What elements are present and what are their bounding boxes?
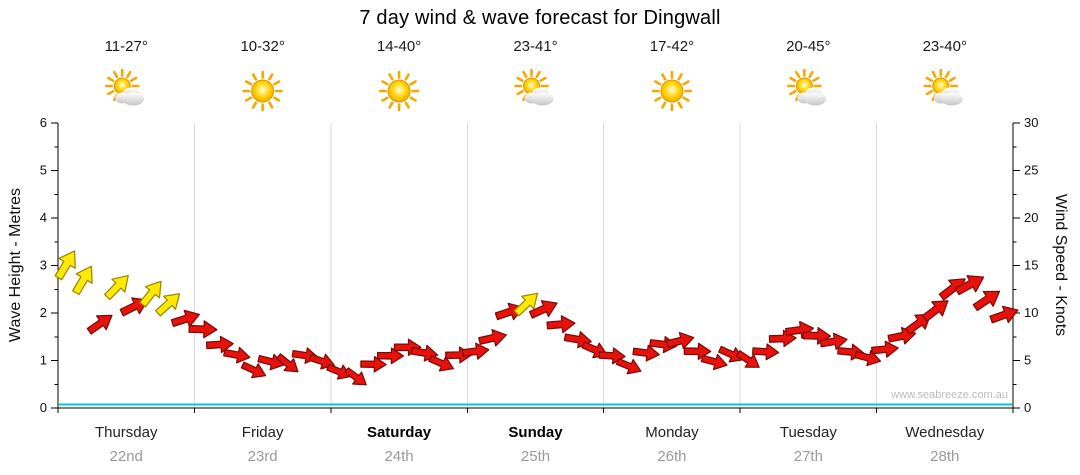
wind-arrow-red — [752, 343, 780, 361]
day-name-label: Saturday — [366, 424, 432, 441]
knots-tick-label: 0 — [1024, 400, 1031, 415]
temperature-range: 17-42° — [649, 38, 695, 55]
wind-arrow-red — [954, 275, 985, 296]
day-date-label: 27th — [793, 448, 823, 465]
watermark: www.seabreeze.com.au — [891, 389, 1008, 401]
wind-arrow-red — [428, 354, 454, 372]
wind-arrow-red — [240, 361, 267, 379]
day-date-label: 23rd — [247, 448, 278, 465]
knots-tick-label: 20 — [1024, 210, 1038, 225]
wind-arrow-red — [665, 331, 695, 350]
wave-tick-label: 5 — [40, 163, 47, 178]
temperature-range: 10-32° — [240, 38, 285, 55]
wind-arrow-yellow — [139, 280, 162, 308]
wind-arrow-red — [921, 300, 949, 322]
wind-arrow-red — [989, 305, 1019, 324]
wind-arrow-yellow — [72, 265, 93, 296]
wind-arrow-red — [205, 335, 234, 354]
sun-icon — [651, 70, 693, 112]
wind-arrow-red — [478, 329, 507, 347]
temperature-range: 20-45° — [786, 38, 831, 55]
temperature-range: 23-41° — [513, 38, 558, 55]
wind-arrow-red — [871, 340, 899, 358]
wind-arrow-red — [461, 342, 490, 360]
wind-arrow-red — [170, 309, 200, 328]
chart-title: 7 day wind & wave forecast for Dingwall — [359, 7, 721, 29]
sun-cloud-icon — [104, 68, 145, 106]
wave-tick-label: 3 — [40, 258, 47, 273]
wind-arrow-yellow — [103, 274, 129, 301]
wind-arrow-red — [718, 345, 744, 363]
wave-tick-label: 0 — [40, 400, 47, 415]
wind-arrow-red — [344, 367, 367, 386]
wind-arrow-red — [700, 353, 728, 371]
knots-tick-label: 10 — [1024, 305, 1038, 320]
wave-tick-label: 4 — [40, 210, 47, 225]
knots-tick-label: 25 — [1024, 163, 1038, 178]
wind-arrow-red — [905, 313, 932, 335]
day-name-label: Sunday — [508, 424, 563, 441]
wind-arrow-yellow — [513, 292, 539, 317]
wind-arrow-red — [326, 363, 352, 380]
temperature-range: 14-40° — [376, 38, 422, 55]
knots-tick-label: 30 — [1024, 115, 1038, 130]
wind-arrow-yellow — [155, 293, 181, 317]
wind-arrow-red — [819, 332, 848, 350]
day-name-label: Friday — [241, 424, 284, 441]
wind-arrow-red — [546, 315, 576, 334]
wind-arrow-red — [854, 349, 882, 367]
sun-cloud-icon — [787, 68, 827, 106]
day-date-label: 24th — [384, 448, 414, 465]
wind-arrow-red — [275, 353, 299, 373]
wind-arrow-red — [188, 320, 218, 339]
day-name-label: Thursday — [94, 424, 158, 441]
right-axis-label: Wind Speed - Knots — [1052, 193, 1069, 337]
wind-arrow-red — [632, 344, 660, 362]
wave-tick-label: 2 — [40, 305, 47, 320]
day-date-label: 22nd — [109, 448, 143, 465]
sun-cloud-icon — [923, 68, 963, 106]
wind-arrow-red — [528, 300, 558, 319]
wind-arrow-red — [615, 357, 642, 375]
wind-arrow-red — [360, 356, 387, 373]
wind-arrow-red — [223, 346, 251, 364]
day-name-label: Tuesday — [779, 424, 837, 441]
wind-arrow-red — [972, 290, 1001, 312]
day-date-label: 26th — [657, 448, 687, 465]
wind-arrow-yellow — [54, 250, 76, 281]
wind-arrow-red — [86, 314, 113, 335]
sun-icon — [242, 70, 283, 112]
knots-tick-label: 5 — [1024, 353, 1031, 368]
day-date-label: 25th — [520, 448, 551, 465]
day-name-label: Wednesday — [905, 424, 985, 441]
wave-tick-label: 6 — [40, 115, 47, 130]
knots-tick-label: 15 — [1024, 258, 1038, 273]
wave-tick-label: 1 — [40, 353, 47, 368]
temperature-range: 23-40° — [922, 38, 967, 55]
sun-cloud-icon — [514, 68, 554, 106]
temperature-range: 11-27° — [104, 38, 148, 55]
wind-arrow-red — [376, 347, 405, 365]
wind-arrow-red — [735, 350, 760, 368]
day-date-label: 28th — [930, 448, 960, 465]
day-name-label: Monday — [645, 424, 699, 441]
left-axis-label: Wave Height - Metres — [7, 187, 24, 343]
sun-icon — [378, 70, 420, 112]
